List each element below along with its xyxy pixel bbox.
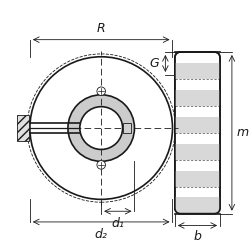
Text: R: R — [97, 22, 106, 35]
Bar — [122, 123, 131, 133]
Bar — [175, 144, 220, 160]
Polygon shape — [68, 95, 134, 161]
Bar — [175, 63, 220, 79]
Text: m: m — [237, 126, 249, 139]
Bar — [175, 90, 220, 106]
Text: b: b — [194, 230, 202, 243]
Text: G: G — [150, 57, 160, 70]
Text: d₁: d₁ — [112, 217, 124, 230]
Text: d₂: d₂ — [95, 228, 108, 241]
Bar — [175, 170, 220, 187]
FancyBboxPatch shape — [175, 52, 220, 214]
Circle shape — [97, 87, 106, 96]
Bar — [175, 198, 220, 214]
Circle shape — [97, 160, 106, 169]
Bar — [17, 115, 29, 141]
Bar — [175, 117, 220, 133]
